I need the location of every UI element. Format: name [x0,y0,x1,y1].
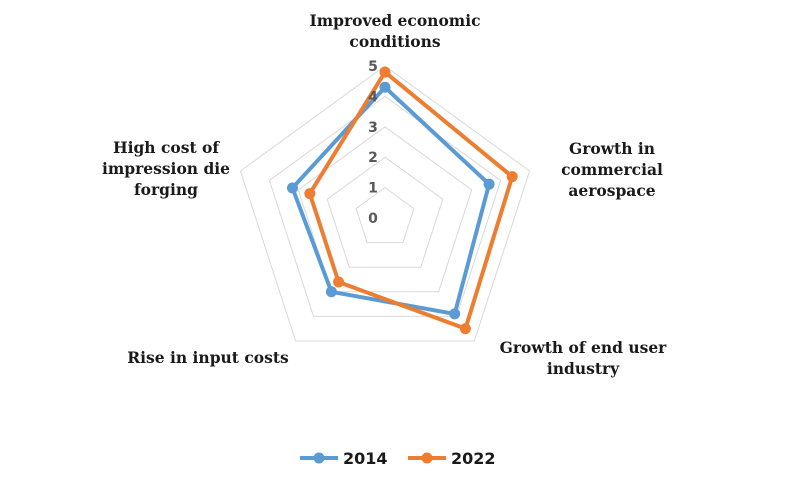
series-2022 [304,66,518,335]
legend-swatch-marker [313,452,325,464]
grid-ring [239,65,531,342]
data-point [286,182,298,194]
tick-label: 1 [368,181,378,197]
data-point [459,323,471,335]
grid-ring [268,95,502,317]
data-point [506,171,518,183]
category-label: Rise in input costs [127,348,289,367]
radar-grid [239,65,531,342]
data-point [333,276,345,288]
series-line [307,70,515,331]
category-label: Growth of end user industry [500,338,668,378]
legend-swatch-marker [421,452,433,464]
data-point [325,286,337,298]
series-layer [286,66,518,335]
tick-label: 5 [368,59,378,75]
data-point [449,308,461,320]
tick-label: 0 [368,211,378,227]
legend: 2014 2022 [300,449,496,468]
data-point [379,81,391,93]
data-point [483,178,495,190]
series-line [290,85,492,316]
category-label: High cost of impression die forging [102,138,230,199]
category-label: Growth in commercial aerospace [561,139,663,200]
axis-tick-labels: 0 1 2 3 4 5 [368,59,378,227]
grid-ring [355,186,415,244]
legend-item: 2022 [408,449,496,468]
grid-ring [326,156,444,268]
category-label: Improved economic conditions [309,11,480,51]
legend-label: 2014 [343,449,388,468]
grid-ring [297,126,473,293]
series-2014 [286,81,495,320]
data-point [379,66,391,78]
legend-label: 2022 [451,449,496,468]
tick-label: 4 [368,89,378,105]
category-labels: Improved economic conditions Growth in comm… [102,11,667,378]
data-point [304,188,316,200]
tick-label: 2 [368,150,378,166]
legend-item: 2014 [300,449,388,468]
tick-label: 3 [368,120,378,136]
